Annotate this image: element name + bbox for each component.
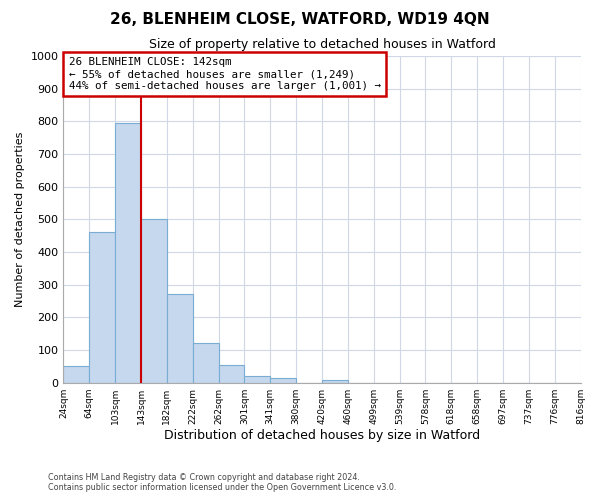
Bar (141, 220, 167, 382)
Bar (64, 366, 89, 382)
Bar (193, 344, 218, 382)
Bar (115, 123, 141, 382)
Text: Contains HM Land Registry data © Crown copyright and database right 2024.
Contai: Contains HM Land Registry data © Crown c… (48, 473, 397, 492)
Bar (218, 364, 244, 382)
Bar (270, 378, 296, 382)
Title: Size of property relative to detached houses in Watford: Size of property relative to detached ho… (149, 38, 496, 51)
Y-axis label: Number of detached properties: Number of detached properties (15, 132, 25, 307)
Bar (89, 232, 115, 382)
Bar (322, 380, 348, 382)
Text: 26 BLENHEIM CLOSE: 142sqm
← 55% of detached houses are smaller (1,249)
44% of se: 26 BLENHEIM CLOSE: 142sqm ← 55% of detac… (68, 58, 380, 90)
X-axis label: Distribution of detached houses by size in Watford: Distribution of detached houses by size … (164, 430, 480, 442)
Bar (244, 376, 270, 382)
Text: 26, BLENHEIM CLOSE, WATFORD, WD19 4QN: 26, BLENHEIM CLOSE, WATFORD, WD19 4QN (110, 12, 490, 28)
Bar (167, 294, 193, 382)
